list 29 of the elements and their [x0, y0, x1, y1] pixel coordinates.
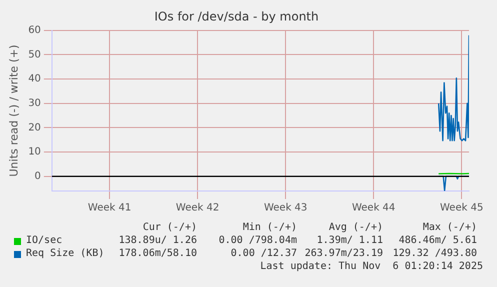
- x-tick-label: Week 42: [176, 202, 220, 214]
- text: 263.97m/23.19: [304, 248, 383, 259]
- text: Last update: Thu Nov 6 01:20:14 2025: [260, 261, 483, 272]
- y-tick-label: 60: [28, 24, 41, 36]
- text: 1.39m/ 1.11: [316, 235, 383, 246]
- text: 486.46m/ 5.61: [398, 235, 477, 246]
- x-tick-label: Week 43: [264, 202, 308, 214]
- text: 138.89u/ 1.26: [118, 235, 197, 246]
- text: 0.00 /798.04m: [218, 235, 297, 246]
- text: Avg (-/+): [328, 222, 383, 233]
- text: Min (-/+): [242, 222, 297, 233]
- text: Cur (-/+): [142, 222, 197, 233]
- chart-title: IOs for /dev/sda - by month: [154, 9, 319, 24]
- x-tick-label: Week 44: [352, 202, 396, 214]
- y-tick-label: 50: [28, 49, 41, 60]
- legend-label: Req Size (KB): [26, 248, 104, 259]
- y-tick-label: 20: [28, 122, 41, 134]
- x-tick-label: Week 45: [440, 202, 484, 214]
- text: 178.06m/58.10: [118, 248, 197, 259]
- x-tick-label: Week 41: [88, 202, 132, 214]
- y-tick-label: 40: [28, 74, 41, 85]
- text: 0.00 /12.37: [230, 248, 297, 259]
- y-axis-title: Units read (-) / write (+): [7, 44, 20, 177]
- legend-label: IO/sec: [26, 235, 62, 246]
- y-tick-label: 0: [34, 170, 41, 182]
- y-tick-label: 10: [28, 146, 41, 158]
- text: 129.32 /493.80: [392, 248, 477, 259]
- text: Max (-/+): [422, 222, 477, 233]
- y-tick-label: 30: [28, 98, 41, 109]
